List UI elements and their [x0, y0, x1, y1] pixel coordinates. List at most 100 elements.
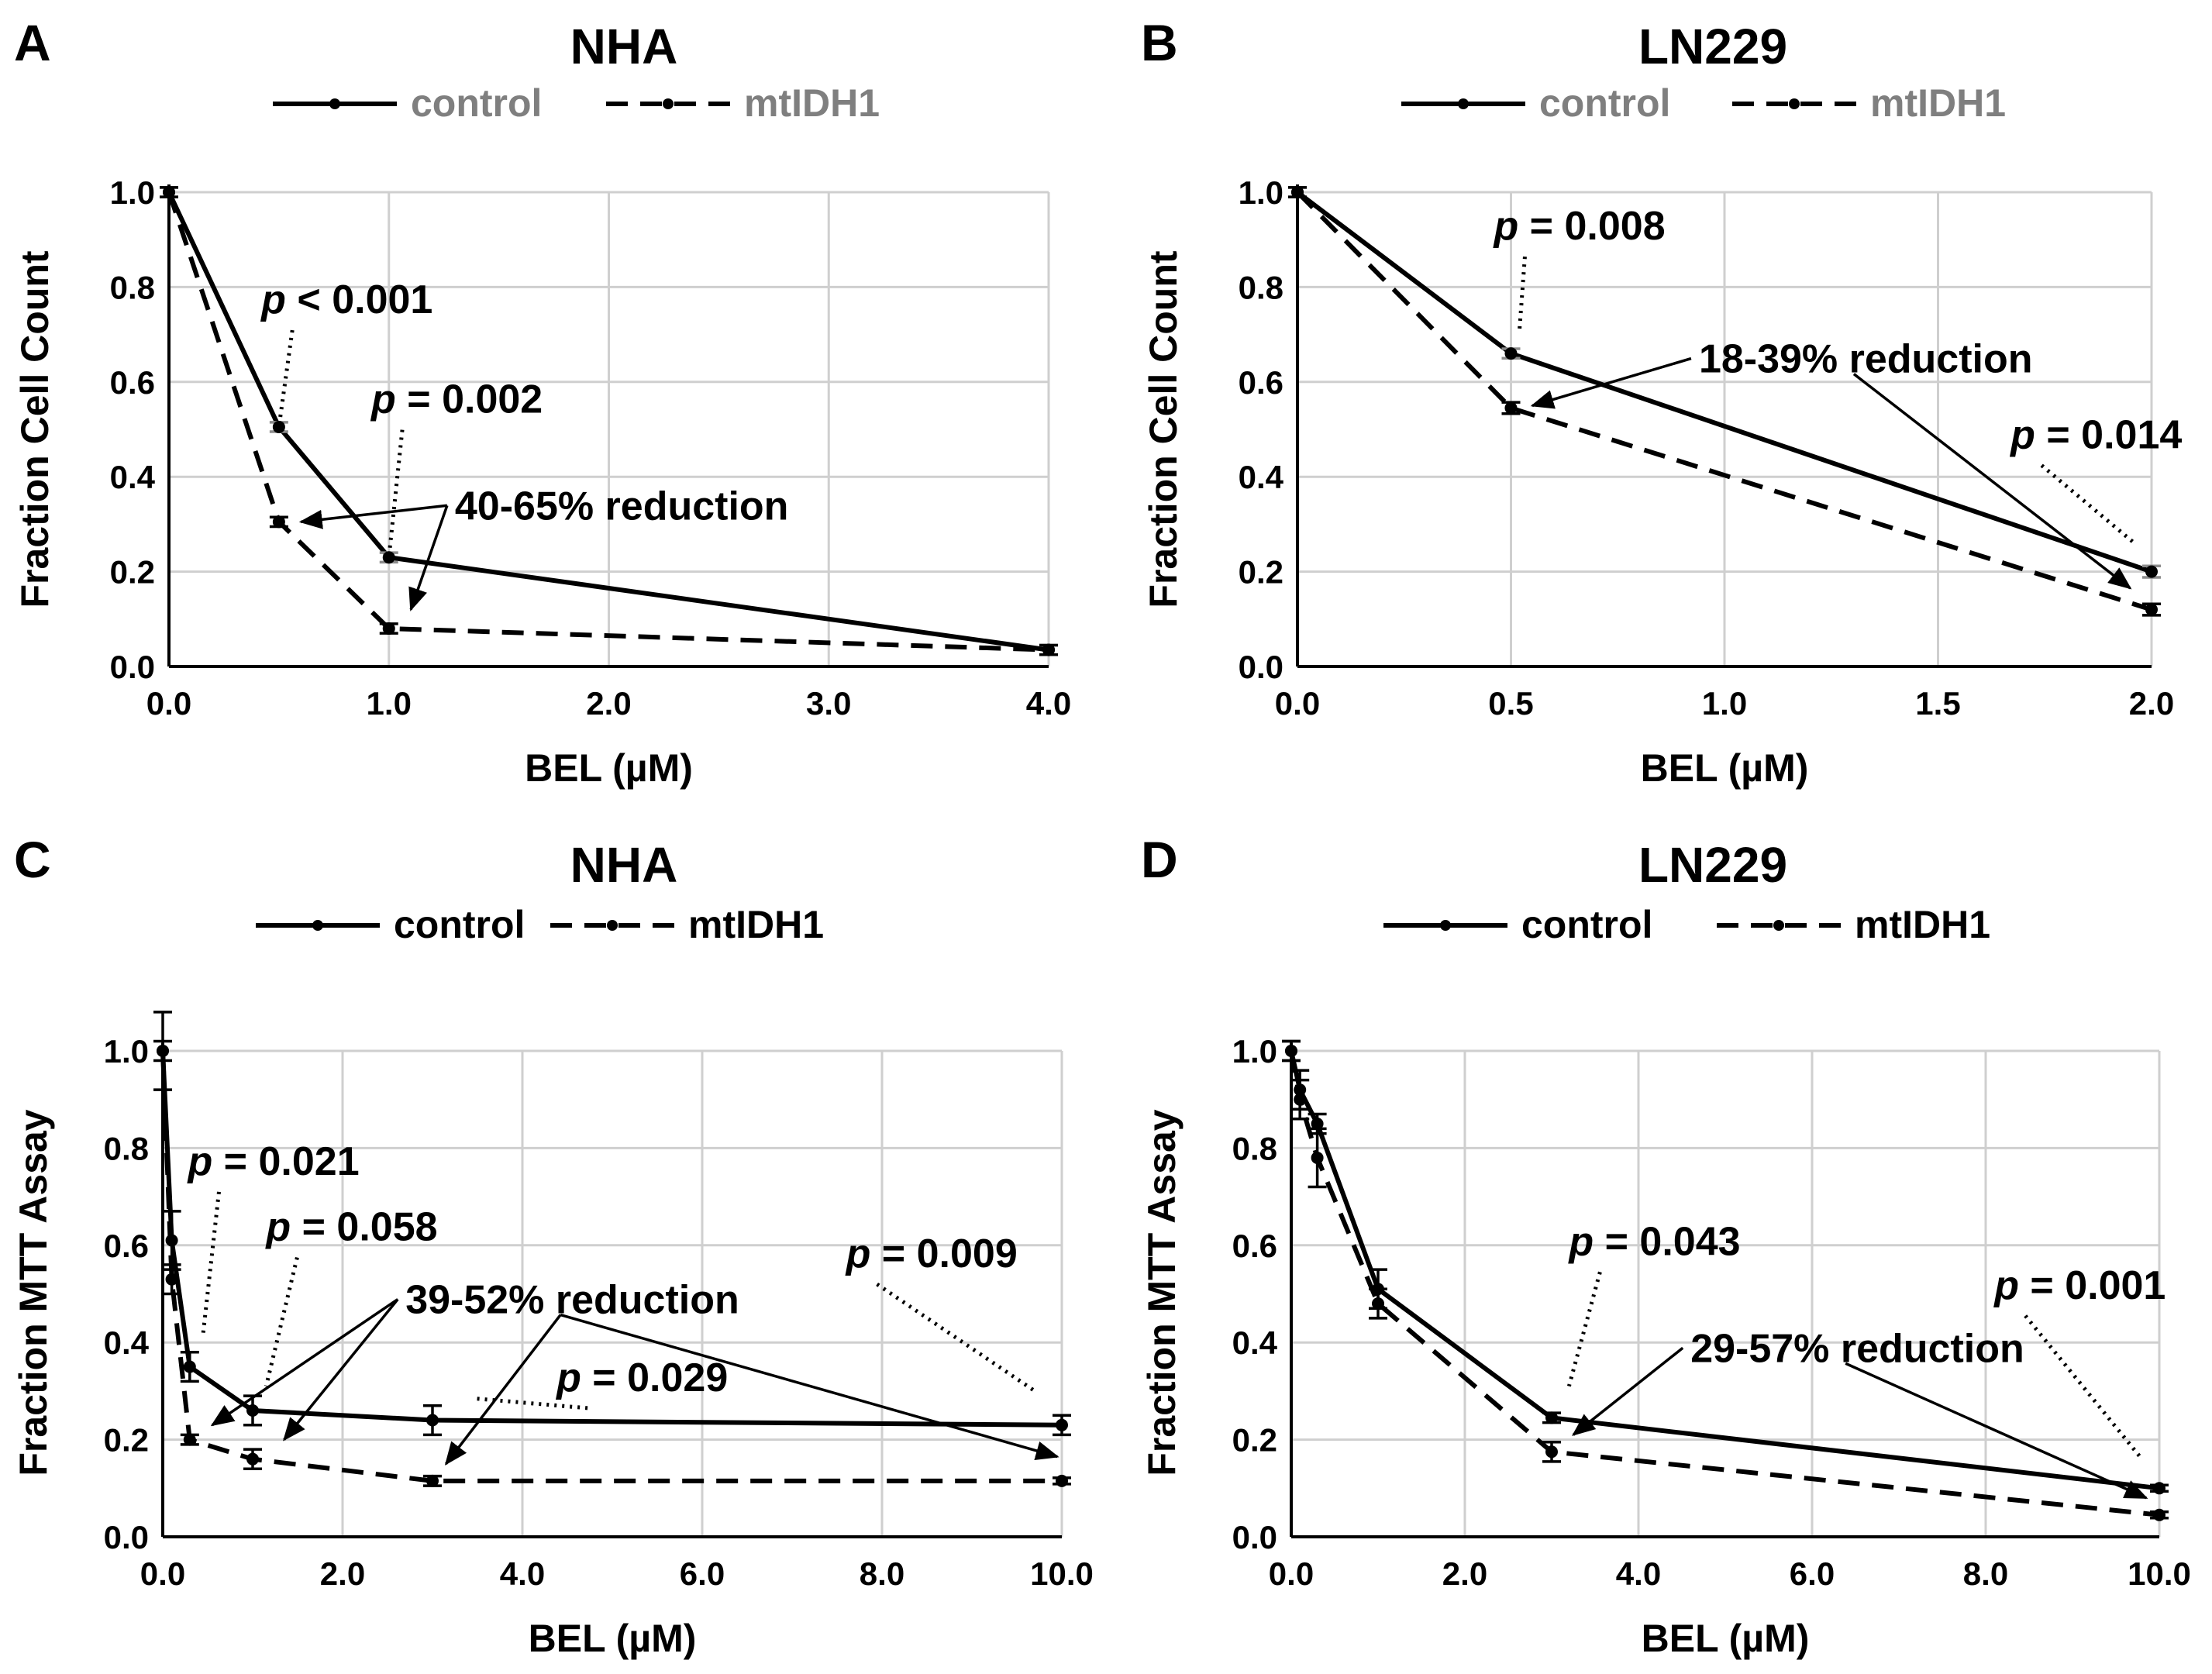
reduction-arrow [210, 1298, 399, 1427]
reduction-label: 29-57% reduction [1690, 1326, 2024, 1371]
x-tick-label: 2.0 [2129, 685, 2174, 722]
p-value-label: p = 0.009 [845, 1231, 1018, 1276]
y-tick-label: 0.8 [1239, 269, 1283, 305]
data-point-mtidh1 [1545, 1445, 1558, 1459]
y-tick-label: 1.0 [104, 1033, 149, 1070]
y-tick-label: 0.4 [104, 1324, 150, 1361]
y-axis-label: Fraction MTT Assay [1140, 1109, 1184, 1476]
x-tick-label: 2.0 [586, 685, 631, 722]
legend-label-control: control [1539, 81, 1670, 125]
p-value-leader [876, 1282, 1036, 1393]
x-tick-label: 6.0 [1790, 1555, 1835, 1592]
data-point-control [1545, 1411, 1558, 1424]
series-line-mtidh1 [1295, 190, 2152, 612]
x-tick-label: 0.0 [140, 1555, 185, 1592]
series-line-mtidh1 [1289, 1050, 2160, 1517]
p-value-leader [277, 329, 295, 428]
x-axis-label: BEL (µM) [529, 1617, 697, 1660]
data-point-mtidh1 [2145, 603, 2158, 616]
series-line-mtidh1 [167, 191, 1049, 653]
y-tick-label: 0.2 [110, 554, 155, 591]
x-tick-label: 10.0 [1030, 1555, 1094, 1592]
data-point-control [426, 1414, 439, 1427]
p-value-leader [264, 1256, 299, 1387]
x-tick-label: 3.0 [806, 685, 851, 722]
y-tick-label: 0.8 [1232, 1130, 1277, 1166]
data-point-mtidh1 [1504, 401, 1518, 415]
x-tick-label: 8.0 [1963, 1555, 2008, 1592]
data-point-mtidh1 [1285, 1045, 1297, 1057]
x-tick-label: 0.0 [1275, 685, 1320, 722]
chart-title: NHA [570, 19, 678, 74]
data-point-control [183, 1360, 196, 1373]
x-axis-label: BEL (µM) [1642, 1617, 1810, 1660]
x-axis-label: BEL (µM) [525, 746, 693, 790]
legend-label-control: control [394, 903, 525, 946]
y-tick-label: 0.0 [1232, 1519, 1277, 1555]
data-point-mtidh1 [165, 1273, 178, 1286]
data-point-mtidh1 [1372, 1297, 1384, 1311]
panel-c: C NHA 0.0 2.0 4.0 6.0 8.0 10.0 0.0 0.2 0.4 0.6 0.8 1.… [12, 831, 1094, 1660]
panel-letter: C [14, 831, 51, 888]
y-tick-label: 0.4 [1232, 1324, 1278, 1361]
y-tick-label: 0.2 [104, 1422, 149, 1459]
series-line-control [1289, 1050, 2160, 1491]
x-tick-label: 8.0 [860, 1555, 904, 1592]
panel-letter: D [1141, 831, 1178, 888]
p-value-leader [1566, 1271, 1602, 1387]
chart-title: NHA [570, 837, 678, 893]
p-value-leader [2040, 463, 2136, 545]
data-point-mtidh1 [272, 515, 285, 529]
y-tick-label: 0.2 [1232, 1422, 1277, 1459]
x-tick-label: 0.0 [146, 685, 191, 722]
x-tick-label: 1.5 [1915, 685, 1960, 722]
y-axis-label: Fraction Cell Count [1142, 250, 1185, 608]
data-point-control [246, 1404, 259, 1417]
legend-marker [663, 98, 674, 109]
y-tick-label: 0.8 [110, 269, 155, 305]
reduction-arrow [1572, 1346, 1684, 1436]
data-point-mtidh1 [1042, 643, 1055, 656]
panel-letter: A [14, 14, 51, 71]
chart-title: LN229 [1638, 837, 1787, 893]
legend-marker [1789, 98, 1800, 109]
y-tick-label: 0.6 [110, 364, 155, 401]
x-axis-label: BEL (µM) [1641, 746, 1809, 790]
legend-label-control: control [1521, 903, 1652, 946]
x-tick-label: 4.0 [1616, 1555, 1661, 1592]
x-tick-label: 6.0 [680, 1555, 725, 1592]
p-value-label: p = 0.029 [555, 1355, 728, 1400]
x-tick-label: 0.0 [1269, 1555, 1314, 1592]
data-point-mtidh1 [1056, 1474, 1068, 1487]
reduction-label: 40-65% reduction [455, 484, 789, 529]
legend-marker [1458, 98, 1469, 109]
reduction-arrow [283, 1298, 399, 1442]
p-value-label: p = 0.043 [1567, 1219, 1740, 1264]
data-point-mtidh1 [382, 622, 395, 636]
data-point-control [2153, 1482, 2165, 1495]
y-tick-label: 0.0 [104, 1519, 149, 1555]
y-tick-label: 0.6 [104, 1228, 149, 1264]
data-point-mtidh1 [1291, 186, 1304, 198]
p-value-label: p = 0.058 [264, 1205, 437, 1250]
data-point-mtidh1 [2153, 1508, 2165, 1521]
data-point-mtidh1 [1294, 1093, 1307, 1106]
legend-marker [607, 920, 618, 931]
data-point-control [1504, 347, 1518, 360]
panel-letter: B [1141, 14, 1178, 71]
data-point-mtidh1 [157, 1045, 169, 1057]
y-tick-label: 0.8 [104, 1130, 149, 1166]
series-line-mtidh1 [160, 1050, 1062, 1483]
data-point-mtidh1 [1311, 1151, 1324, 1164]
data-point-mtidh1 [246, 1452, 259, 1466]
legend-label-mtidh1: mtIDH1 [1870, 81, 2006, 125]
reduction-arrow [560, 1313, 1059, 1461]
y-tick-label: 1.0 [1232, 1033, 1277, 1070]
x-tick-label: 1.0 [1702, 685, 1747, 722]
x-tick-label: 4.0 [1026, 685, 1071, 722]
panel-b: B LN229 0.0 0.5 1.0 1.5 2.0 0.0 0.2 0.4 0.6 0.8 1.0 B… [1141, 14, 2182, 790]
reduction-arrow [298, 504, 448, 529]
p-value-label: p = 0.008 [1492, 204, 1665, 249]
y-tick-label: 0.0 [1239, 649, 1283, 685]
